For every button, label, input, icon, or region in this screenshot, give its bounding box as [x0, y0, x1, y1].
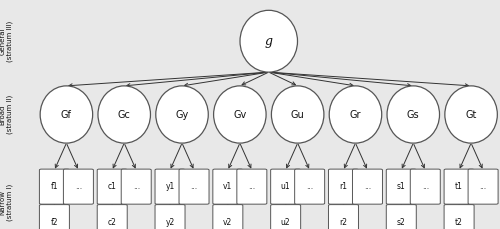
Text: Gc: Gc	[118, 109, 130, 120]
FancyBboxPatch shape	[270, 205, 300, 229]
Text: ...: ...	[480, 182, 486, 191]
Text: Gy: Gy	[176, 109, 188, 120]
FancyBboxPatch shape	[237, 169, 267, 204]
FancyBboxPatch shape	[410, 169, 440, 204]
Ellipse shape	[40, 86, 92, 143]
FancyBboxPatch shape	[97, 205, 127, 229]
Ellipse shape	[445, 86, 498, 143]
Text: ...: ...	[75, 182, 82, 191]
Ellipse shape	[272, 86, 324, 143]
FancyBboxPatch shape	[155, 205, 185, 229]
FancyBboxPatch shape	[64, 169, 94, 204]
FancyBboxPatch shape	[155, 169, 185, 204]
FancyBboxPatch shape	[386, 169, 416, 204]
Ellipse shape	[240, 10, 298, 72]
FancyBboxPatch shape	[40, 205, 70, 229]
FancyBboxPatch shape	[328, 169, 358, 204]
Text: s1: s1	[397, 182, 406, 191]
Text: s2: s2	[397, 218, 406, 227]
Text: u2: u2	[281, 218, 290, 227]
FancyBboxPatch shape	[213, 169, 243, 204]
Ellipse shape	[98, 86, 150, 143]
Text: Narrow
(stratum I): Narrow (stratum I)	[0, 184, 13, 221]
Text: y2: y2	[166, 218, 174, 227]
FancyBboxPatch shape	[294, 169, 324, 204]
FancyBboxPatch shape	[213, 205, 243, 229]
Text: c2: c2	[108, 218, 116, 227]
Text: r1: r1	[340, 182, 347, 191]
Ellipse shape	[156, 86, 208, 143]
Text: v1: v1	[223, 182, 232, 191]
Text: Gu: Gu	[291, 109, 304, 120]
Text: ...: ...	[132, 182, 140, 191]
FancyBboxPatch shape	[352, 169, 382, 204]
Text: u1: u1	[281, 182, 290, 191]
Text: ...: ...	[248, 182, 256, 191]
FancyBboxPatch shape	[328, 205, 358, 229]
Ellipse shape	[329, 86, 382, 143]
Text: v2: v2	[223, 218, 232, 227]
Text: r2: r2	[340, 218, 347, 227]
Text: Broad
(stratum II): Broad (stratum II)	[0, 95, 13, 134]
Text: Gr: Gr	[350, 109, 361, 120]
Text: Gf: Gf	[61, 109, 72, 120]
FancyBboxPatch shape	[97, 169, 127, 204]
Ellipse shape	[387, 86, 440, 143]
Text: c1: c1	[108, 182, 116, 191]
FancyBboxPatch shape	[468, 169, 498, 204]
FancyBboxPatch shape	[386, 205, 416, 229]
Text: ...: ...	[190, 182, 198, 191]
Ellipse shape	[214, 86, 266, 143]
FancyBboxPatch shape	[444, 169, 474, 204]
FancyBboxPatch shape	[270, 169, 300, 204]
FancyBboxPatch shape	[121, 169, 151, 204]
Text: ...: ...	[364, 182, 371, 191]
Text: y1: y1	[166, 182, 174, 191]
Text: f1: f1	[50, 182, 58, 191]
FancyBboxPatch shape	[179, 169, 209, 204]
Text: ...: ...	[422, 182, 429, 191]
Text: Gv: Gv	[233, 109, 246, 120]
Text: Gs: Gs	[407, 109, 420, 120]
Text: t2: t2	[455, 218, 463, 227]
Text: General
(stratum III): General (stratum III)	[0, 21, 13, 62]
Text: ...: ...	[306, 182, 313, 191]
FancyBboxPatch shape	[444, 205, 474, 229]
Text: g: g	[265, 35, 273, 48]
Text: Gt: Gt	[466, 109, 477, 120]
FancyBboxPatch shape	[40, 169, 70, 204]
Text: t1: t1	[455, 182, 463, 191]
Text: f2: f2	[50, 218, 58, 227]
